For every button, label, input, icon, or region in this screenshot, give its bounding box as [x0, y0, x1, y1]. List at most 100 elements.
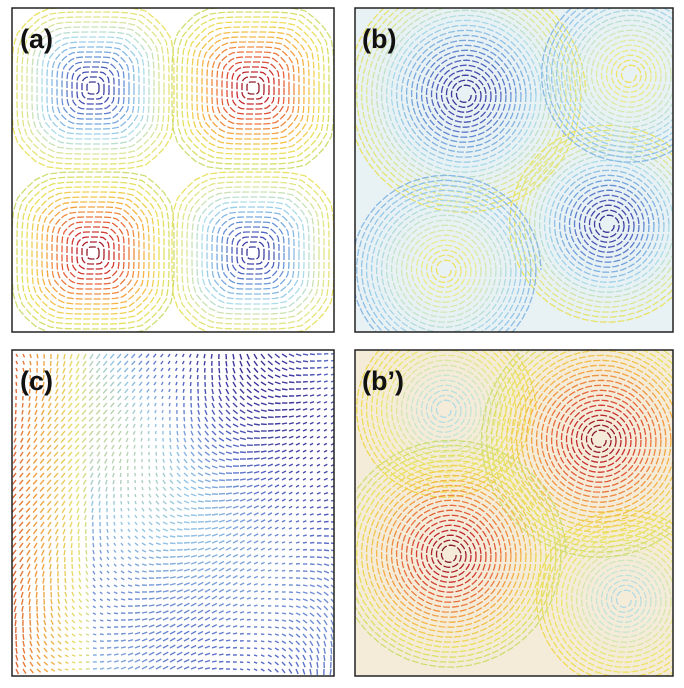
streamline: [46, 507, 52, 514]
streamline: [218, 416, 224, 422]
streamline: [190, 416, 193, 422]
streamline: [15, 381, 18, 386]
streamline: [113, 612, 119, 615]
streamline: [148, 604, 155, 607]
streamline: [260, 484, 266, 488]
streamline: [57, 633, 62, 638]
streamline: [197, 616, 204, 621]
streamline: [232, 603, 238, 607]
streamline: [260, 360, 266, 366]
streamline: [239, 402, 246, 408]
streamline: [119, 472, 122, 478]
streamline: [112, 479, 115, 485]
streamline: [323, 400, 328, 404]
streamline: [138, 388, 143, 393]
streamline: [39, 479, 45, 485]
streamline: [134, 652, 141, 656]
streamline: [239, 471, 246, 474]
streamline: [102, 381, 108, 387]
streamline: [88, 367, 94, 374]
streamline: [295, 647, 300, 653]
streamline: [295, 619, 301, 624]
streamline: [29, 633, 33, 640]
streamline: [295, 520, 300, 523]
streamline: [133, 437, 136, 442]
streamline: [211, 437, 217, 443]
streamline: [90, 493, 94, 499]
streamline: [70, 535, 73, 542]
streamline: [274, 548, 279, 551]
streamline: [155, 521, 161, 526]
streamline: [41, 556, 45, 563]
streamline: [239, 484, 246, 488]
streamline: [189, 374, 192, 380]
streamline: [375, 350, 517, 478]
streamline: [15, 640, 18, 647]
streamline: [405, 34, 527, 153]
streamline: [190, 500, 197, 504]
streamline: [32, 514, 38, 521]
streamline: [28, 591, 31, 598]
streamline: [55, 367, 59, 374]
streamline: [281, 654, 286, 659]
streamline: [218, 617, 224, 621]
streamline: [183, 658, 190, 663]
streamline: [356, 459, 547, 648]
streamline: [32, 521, 38, 528]
streamline: [64, 647, 69, 651]
streamline: [410, 234, 482, 303]
streamline: [232, 574, 238, 579]
streamline: [71, 605, 76, 610]
streamline: [134, 618, 141, 621]
streamline: [302, 633, 308, 639]
streamline: [620, 64, 642, 83]
streamline: [106, 612, 111, 615]
streamline: [302, 598, 308, 602]
streamline: [211, 388, 214, 395]
streamline: [176, 575, 183, 579]
streamline: [575, 19, 673, 128]
streamline: [239, 519, 246, 523]
streamline: [39, 472, 45, 478]
streamline: [113, 514, 116, 519]
streamline: [253, 568, 259, 572]
streamline: [281, 463, 287, 467]
streamline: [57, 654, 62, 658]
streamline: [183, 521, 190, 524]
streamline: [274, 374, 281, 378]
streamline: [103, 451, 108, 457]
streamline: [175, 381, 178, 386]
streamline: [12, 556, 17, 563]
streamline: [35, 395, 38, 402]
streamline: [78, 584, 82, 590]
streamline: [190, 630, 197, 635]
streamline: [85, 556, 88, 562]
streamline: [26, 563, 31, 570]
streamline: [85, 591, 89, 596]
streamline: [148, 549, 154, 553]
streamline: [127, 500, 130, 505]
streamline: [57, 640, 62, 645]
streamline: [316, 380, 322, 383]
streamline: [281, 555, 286, 558]
streamline: [288, 562, 293, 565]
streamline: [260, 512, 266, 516]
streamline: [92, 640, 97, 643]
streamline: [77, 521, 80, 528]
streamline: [127, 639, 134, 642]
streamline: [106, 577, 110, 581]
streamline: [246, 464, 253, 467]
streamline: [12, 514, 17, 520]
streamline: [160, 367, 164, 372]
streamline: [169, 500, 175, 505]
streamline: [57, 647, 62, 652]
streamline: [126, 458, 129, 463]
streamline: [260, 409, 267, 412]
streamline: [71, 626, 76, 631]
streamline: [239, 582, 245, 586]
streamline: [246, 539, 252, 544]
streamline: [260, 477, 267, 481]
streamline: [176, 507, 183, 511]
streamline: [316, 661, 319, 668]
streamline: [246, 611, 251, 614]
